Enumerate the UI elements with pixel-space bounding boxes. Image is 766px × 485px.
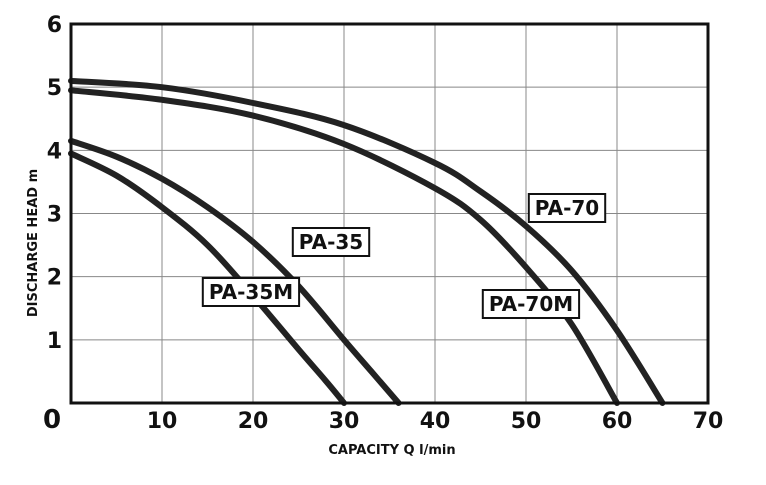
- series-label-box: [527, 193, 607, 223]
- series-label-box: [201, 277, 301, 307]
- y-tick-label: 2: [47, 266, 62, 291]
- series-line-pa-70: [68, 77, 666, 406]
- series-line-pa-35m: [68, 150, 347, 406]
- series-label-text: PA-35M: [209, 280, 293, 304]
- x-tick-label: 60: [602, 409, 633, 434]
- y-tick-label: 3: [47, 203, 62, 228]
- y-tick-label: 6: [47, 13, 62, 38]
- series-label-text: PA-70: [535, 196, 599, 220]
- series-label-box: [481, 289, 581, 319]
- series-line-pa-35: [68, 137, 402, 406]
- y-axis-title: DISCHARGE HEAD m: [26, 169, 41, 317]
- y-tick-label: 4: [47, 139, 62, 164]
- x-tick-label: 30: [329, 409, 360, 434]
- series-label-pa-35: PA-35: [291, 227, 371, 257]
- x-tick-label: 40: [420, 409, 451, 434]
- y-tick-label: 1: [47, 329, 62, 354]
- x-tick-label: 20: [238, 409, 269, 434]
- series-label-pa-70: PA-70: [527, 193, 607, 223]
- x-tick-label: 0: [43, 405, 61, 435]
- plot-frame: [69, 22, 710, 405]
- series-label-text: PA-35: [299, 230, 363, 254]
- y-tick-label: 5: [47, 76, 62, 101]
- series-label-pa-70m: PA-70M: [481, 289, 581, 319]
- series-label-text: PA-70M: [489, 292, 573, 316]
- series-labels: PA-35M PA-35 PA-70M PA-70: [201, 193, 607, 319]
- x-tick-label: 10: [147, 409, 178, 434]
- x-tick-labels: 0 10 20 30 40 50 60 70: [43, 405, 723, 435]
- x-axis-title: CAPACITY Q l/min: [328, 443, 455, 458]
- x-tick-label: 50: [511, 409, 542, 434]
- x-tick-label: 70: [693, 409, 724, 434]
- series-label-box: [291, 227, 371, 257]
- y-tick-labels: 1 2 3 4 5 6: [47, 13, 62, 354]
- series-label-pa-35m: PA-35M: [201, 277, 301, 307]
